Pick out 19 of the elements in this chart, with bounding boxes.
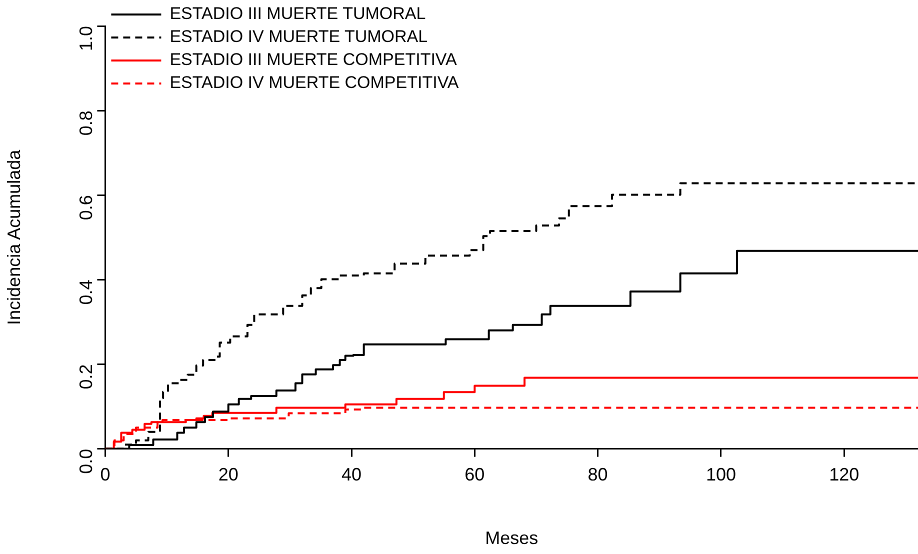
x-tick-label: 60	[464, 464, 485, 485]
x-tick-label: 40	[341, 464, 362, 485]
legend-label: ESTADIO IV MUERTE COMPETITIVA	[170, 73, 460, 92]
y-tick-label: 0.0	[76, 448, 96, 474]
y-axis-title: Incidencia Acumulada	[4, 148, 24, 325]
x-tick-label: 20	[218, 464, 238, 485]
y-tick-label: 1.0	[76, 26, 96, 52]
x-tick-label: 80	[588, 464, 608, 485]
x-tick-label: 100	[706, 464, 736, 485]
x-tick-label: 120	[829, 464, 860, 485]
x-axis-title: Meses	[485, 528, 538, 548]
legend-label: ESTADIO III MUERTE COMPETITIVA	[170, 50, 458, 70]
legend-label: ESTADIO IV MUERTE TUMORAL	[170, 27, 428, 46]
y-tick-label: 0.8	[76, 110, 96, 136]
legend-label: ESTADIO III MUERTE TUMORAL	[170, 4, 426, 24]
y-tick-label: 0.2	[76, 364, 96, 390]
x-tick-label: 0	[100, 464, 110, 485]
y-tick-label: 0.6	[76, 195, 96, 220]
y-tick-label: 0.4	[76, 280, 96, 305]
